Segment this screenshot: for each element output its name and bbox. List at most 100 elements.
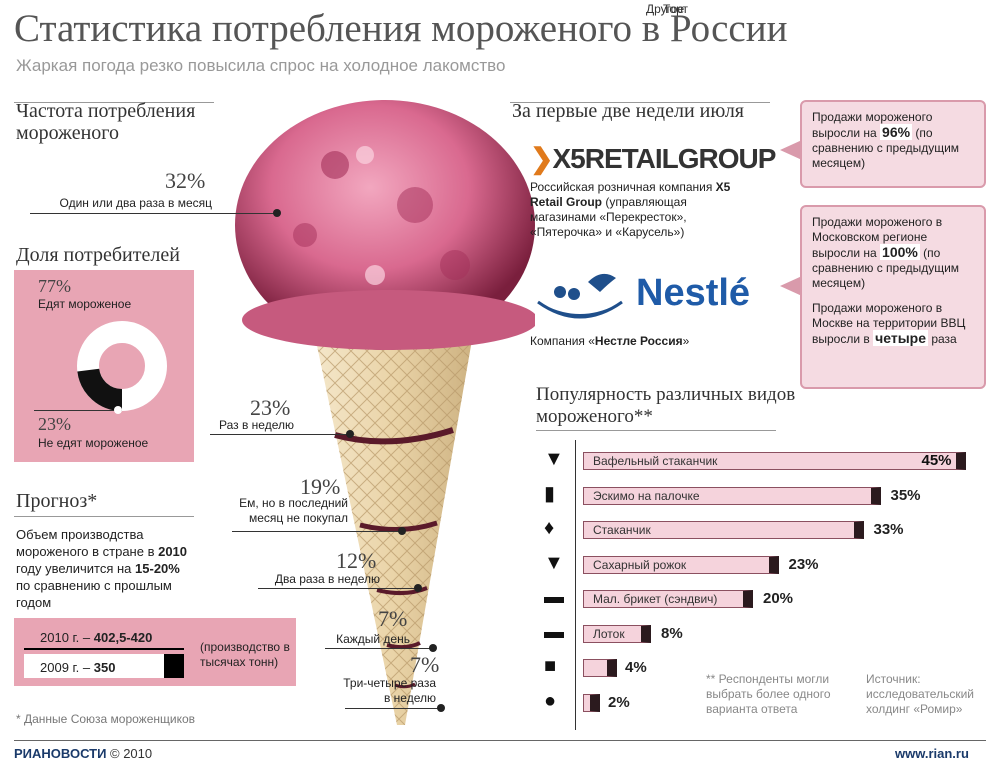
forecast-2009-label: 2009 г. – 350 bbox=[40, 660, 116, 675]
ice-cream-cone-illustration bbox=[235, 100, 535, 725]
forecast-bar-2010 bbox=[24, 630, 184, 650]
chart-category-label: Мал. брикет (сэндвич) bbox=[593, 592, 718, 606]
leader-dot bbox=[398, 527, 406, 535]
leader-dot bbox=[429, 644, 437, 652]
leader-dot bbox=[414, 584, 422, 592]
ice-cream-type-icon: ▬ bbox=[544, 620, 564, 643]
footer-url[interactable]: www.rian.ru bbox=[895, 746, 969, 761]
leader-line bbox=[34, 410, 118, 411]
chart-value-label: 8% bbox=[661, 624, 683, 642]
chart-category-label: Эскимо на палочке bbox=[593, 488, 700, 503]
ice-cream-type-icon: ▼ bbox=[544, 448, 564, 470]
page-subtitle: Жаркая погода резко повысила спрос на хо… bbox=[16, 56, 506, 75]
leader-line bbox=[345, 708, 441, 709]
x5-chevron-icon: ❯ bbox=[530, 143, 553, 174]
ice-cream-type-icon: ● bbox=[544, 689, 557, 712]
frequency-label: Ем, но в последний месяц не покупал bbox=[239, 496, 348, 525]
nestle-description: Компания «Нестле Россия» bbox=[530, 334, 690, 348]
donut-not-segment bbox=[77, 321, 167, 411]
july-heading: За первые две недели июля bbox=[512, 100, 744, 122]
chart-category-label: Лоток bbox=[593, 626, 625, 641]
share-eat-pct: 77% bbox=[38, 276, 71, 296]
frequency-pct: 32% bbox=[165, 168, 206, 193]
frequency-label: Три-четыре раза в неделю bbox=[343, 676, 436, 705]
divider bbox=[14, 102, 214, 103]
chart-value-label: 23% bbox=[788, 555, 819, 573]
share-donut-chart bbox=[77, 321, 167, 411]
nestle-callout-para-2: Продажи мороженого в Москве на территори… bbox=[812, 301, 966, 346]
chart-bar bbox=[583, 452, 966, 470]
frequency-label: Два раза в неделю bbox=[274, 572, 380, 586]
chart-value-label: 35% bbox=[890, 486, 921, 504]
chart-value-label: 45% bbox=[921, 452, 952, 469]
leader-line bbox=[325, 648, 433, 649]
ice-cream-type-icon: ▮ bbox=[544, 482, 556, 505]
source-note: Источник: исследовательский холдинг «Ром… bbox=[866, 672, 974, 716]
frequency-pct: 12% bbox=[336, 548, 377, 573]
ice-cream-type-icon: ▬ bbox=[544, 586, 564, 608]
ice-cream-type-icon: ♦ bbox=[544, 517, 555, 539]
chart-category-label: Сахарный рожок bbox=[593, 557, 687, 572]
nestle-nest-icon bbox=[537, 273, 623, 319]
nestle-logo: Nestlé bbox=[636, 272, 751, 314]
chart-title: Популярность различных видов мороженого*… bbox=[536, 384, 796, 427]
share-eat-label: Едят мороженое bbox=[38, 297, 132, 311]
chart-bar bbox=[583, 659, 617, 677]
chart-value-label: 20% bbox=[763, 590, 794, 607]
leader-dot bbox=[273, 209, 281, 217]
leader-line bbox=[258, 588, 418, 589]
frequency-pct: 19% bbox=[300, 474, 341, 499]
forecast-bar-2009-label-bg bbox=[24, 654, 164, 678]
ice-cream-type-icon: ▼ bbox=[544, 551, 564, 574]
chart-value-label: 33% bbox=[873, 521, 904, 538]
chart-bar bbox=[583, 693, 600, 712]
leader-line bbox=[232, 531, 402, 532]
chart-bar bbox=[583, 590, 753, 608]
chart-category-label: Стаканчик bbox=[593, 523, 651, 537]
nestle-callout-para-1: Продажи мороженого в Московском регионе … bbox=[812, 215, 960, 290]
chart-bar bbox=[583, 555, 779, 574]
frequency-pct: 7% bbox=[378, 606, 408, 631]
chart-value-label: 4% bbox=[625, 659, 647, 676]
divider bbox=[510, 102, 770, 103]
chart-axis bbox=[575, 440, 576, 730]
frequency-heading: Частота потребления мороженого bbox=[16, 100, 196, 144]
footer-brand: РИАНОВОСТИ bbox=[14, 746, 107, 761]
leader-dot bbox=[346, 430, 354, 438]
divider bbox=[536, 430, 776, 431]
leader-line bbox=[30, 213, 277, 214]
divider bbox=[14, 516, 194, 517]
frequency-pct: 23% bbox=[250, 395, 291, 420]
callout-pointer bbox=[780, 140, 802, 160]
footer-copyright: © 2010 bbox=[110, 746, 153, 761]
chart-category-label: Вафельный стаканчик bbox=[593, 454, 718, 468]
leader-line bbox=[210, 434, 350, 435]
chart-bar bbox=[583, 486, 881, 505]
forecast-2010-label: 2010 г. – 402,5-420 bbox=[40, 630, 153, 645]
frequency-pct: 7% bbox=[410, 652, 440, 677]
frequency-label: Один или два раза в месяц bbox=[59, 196, 212, 210]
chart-bar bbox=[583, 624, 651, 643]
leader-dot bbox=[437, 704, 445, 712]
forecast-units: (производство в тысячах тонн) bbox=[200, 640, 290, 669]
chart-bar bbox=[583, 521, 864, 539]
share-not-label: Не едят мороженое bbox=[38, 436, 149, 450]
ice-cream-type-icon: ■ bbox=[544, 655, 557, 677]
x5-description: Российская розничная компания X5 Retail … bbox=[530, 180, 731, 239]
respondents-note: ** Респонденты могли выбрать более одног… bbox=[706, 672, 831, 716]
frequency-label: Раз в неделю bbox=[218, 418, 294, 432]
forecast-text: Объем производства мороженого в стране в… bbox=[16, 527, 188, 610]
share-not-pct: 23% bbox=[38, 414, 71, 434]
page-title: Статистика потребления мороженого в Росс… bbox=[14, 7, 788, 50]
callout-pointer bbox=[780, 276, 802, 296]
share-heading: Доля потребителей bbox=[16, 244, 180, 266]
forecast-heading: Прогноз* bbox=[16, 490, 98, 512]
nestle-callout: Продажи мороженого в Московском регионе … bbox=[800, 205, 986, 389]
forecast-footnote: * Данные Союза мороженщиков bbox=[16, 712, 196, 726]
frequency-label: Каждый день bbox=[336, 632, 410, 646]
footer-divider bbox=[14, 740, 986, 741]
x5-callout: Продажи мороженого выросли на 96% (по ср… bbox=[800, 100, 986, 188]
x5-logo: ❯X5RETAILGROUP bbox=[530, 143, 776, 174]
chart-value-label: 2% bbox=[608, 693, 630, 711]
leader-dot bbox=[114, 406, 122, 414]
